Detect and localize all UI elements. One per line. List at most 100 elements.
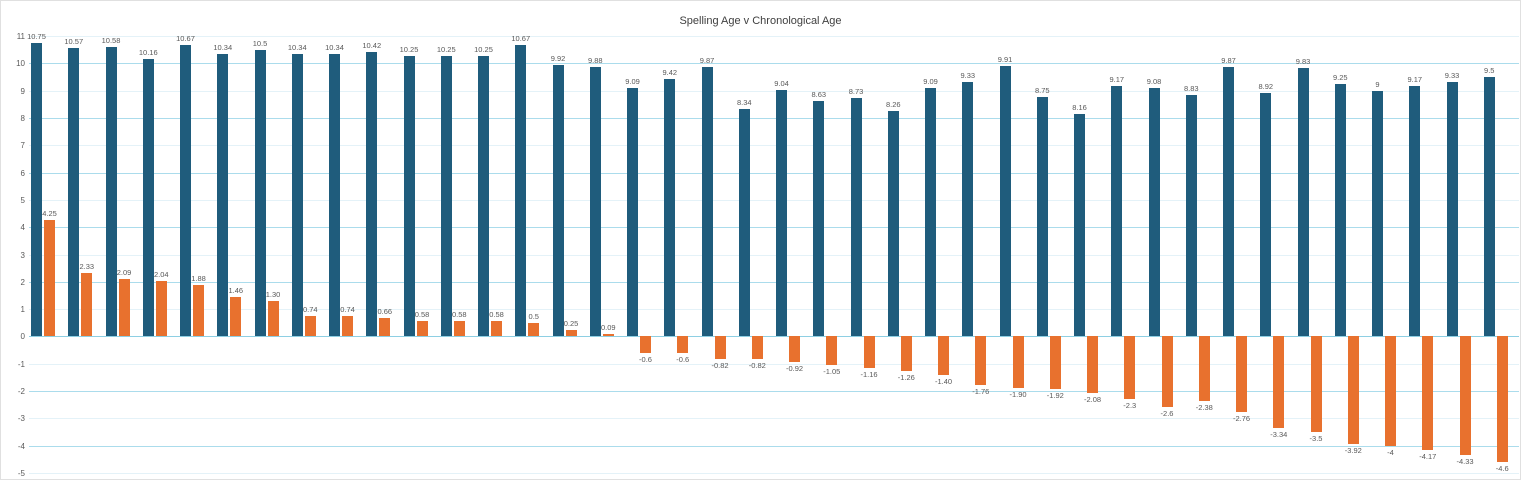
bar-value-label: -4.17 (1419, 452, 1437, 462)
blue-bar-20 (738, 108, 750, 337)
orange-bar-40 (1496, 336, 1508, 463)
orange-bar-16 (602, 333, 614, 337)
bar-value-label: 10.67 (511, 34, 531, 44)
orange-bar-38 (1422, 336, 1434, 451)
y-axis-tick-label: -5 (17, 469, 25, 478)
orange-bar-12 (453, 320, 465, 337)
orange-bar-3 (118, 279, 130, 337)
bar-value-label: 10.75 (27, 31, 46, 41)
orange-bar-30 (1124, 336, 1136, 400)
blue-bar-32 (1185, 95, 1197, 337)
y-axis-tick-label: 1 (20, 305, 25, 315)
bar-value-label: -0.6 (639, 354, 652, 364)
blue-bar-40 (1483, 76, 1495, 337)
gridline-y--2 (29, 391, 1519, 393)
bar-value-label: 9.42 (662, 68, 678, 78)
orange-bar-14 (528, 322, 540, 337)
orange-bar-23 (863, 336, 875, 369)
blue-bar-22 (813, 100, 825, 337)
bar-value-label: 0.66 (377, 307, 393, 317)
blue-bar-16 (589, 66, 601, 337)
bar-value-label: 10.57 (64, 36, 84, 46)
gridline-y-11 (29, 36, 1519, 37)
y-axis-tick-label: 11 (16, 32, 25, 41)
blue-bar-10 (366, 51, 378, 337)
bar-value-label: 10.16 (138, 47, 158, 57)
blue-bar-36 (1334, 83, 1346, 337)
blue-bar-15 (552, 65, 564, 337)
bar-value-label: 0.74 (340, 305, 355, 315)
bar-value-label: 0.58 (451, 309, 467, 319)
bar-value-label: 2.33 (79, 261, 95, 271)
gridline-y-7 (29, 145, 1519, 147)
blue-bar-11 (403, 56, 415, 337)
bar-value-label: -1.16 (860, 370, 878, 380)
y-axis-tick-label: 4 (20, 223, 25, 233)
orange-bar-37 (1385, 336, 1396, 446)
bar-value-label: -1.76 (972, 386, 990, 396)
bar-value-label: 9.87 (699, 55, 715, 65)
blue-bar-18 (664, 79, 676, 337)
blue-bar-30 (1111, 85, 1123, 337)
blue-bar-35 (1297, 67, 1309, 337)
orange-bar-6 (230, 296, 242, 337)
bar-value-label: 9.04 (774, 78, 789, 88)
bar-value-label: 8.92 (1258, 81, 1274, 91)
bar-value-label: -2.38 (1195, 403, 1213, 413)
gridline-y-10 (29, 63, 1519, 65)
y-axis-tick-label: 6 (20, 168, 25, 178)
blue-bar-17 (627, 88, 638, 337)
bar-value-label: 0.25 (563, 318, 579, 328)
blue-bar-23 (850, 97, 862, 337)
bar-value-label: 10.34 (287, 43, 307, 53)
y-axis-tick-label: 8 (20, 113, 25, 123)
blue-bar-5 (180, 45, 191, 337)
bar-value-label: -4.6 (1495, 464, 1509, 474)
bar-value-label: 9.88 (587, 55, 603, 65)
y-axis-tick-label: 0 (20, 332, 25, 342)
gridline-y--1 (29, 363, 1519, 365)
orange-bar-11 (416, 320, 428, 337)
blue-bar-2 (68, 47, 80, 337)
gridline-y-2 (29, 281, 1519, 283)
bar-value-label: 10.25 (436, 45, 456, 55)
bar-value-label: 1.30 (265, 289, 281, 299)
orange-bar-25 (938, 336, 949, 375)
orange-bar-27 (1012, 336, 1024, 389)
plot-area: 10.75 4.25 10.57 2.33 10.58 2.09 10.16 2.04 10.6… (27, 31, 1519, 474)
gridline-y-1 (29, 309, 1519, 311)
gridline-y-6 (29, 172, 1519, 174)
blue-bar-26 (962, 81, 974, 337)
orange-bar-1 (44, 220, 55, 337)
blue-bar-25 (925, 88, 936, 337)
blue-bar-28 (1036, 97, 1048, 337)
blue-bar-13 (478, 56, 489, 337)
orange-bar-26 (975, 336, 987, 385)
bar-value-label: 8.73 (848, 86, 864, 96)
y-axis-tick-label: -1 (17, 359, 25, 369)
bar-value-label: 10.67 (176, 34, 195, 44)
blue-bar-24 (887, 110, 899, 337)
bar-value-label: 10.58 (101, 36, 121, 46)
bar-value-label: -1.40 (934, 376, 953, 386)
bar-value-label: -3.5 (1309, 434, 1323, 444)
gridline-y--3 (29, 418, 1519, 420)
orange-bar-36 (1347, 336, 1359, 444)
gridline-y-3 (29, 254, 1519, 256)
bar-value-label: 9.33 (960, 70, 976, 80)
bar-value-label: 0.58 (489, 309, 504, 319)
orange-bar-22 (826, 336, 838, 366)
y-axis-tick-label: 3 (20, 250, 25, 260)
blue-bar-38 (1409, 85, 1421, 337)
blue-bar-8 (291, 54, 303, 337)
bar-value-label: -2.08 (1083, 395, 1102, 405)
orange-bar-15 (565, 329, 577, 337)
blue-bar-4 (142, 58, 154, 337)
gridline-y-0 (29, 336, 1519, 338)
blue-bar-31 (1148, 88, 1160, 337)
bar-value-label: -4 (1387, 447, 1394, 457)
bar-value-label: 8.26 (885, 99, 901, 109)
blue-bar-12 (440, 56, 452, 337)
blue-bar-6 (217, 54, 229, 337)
